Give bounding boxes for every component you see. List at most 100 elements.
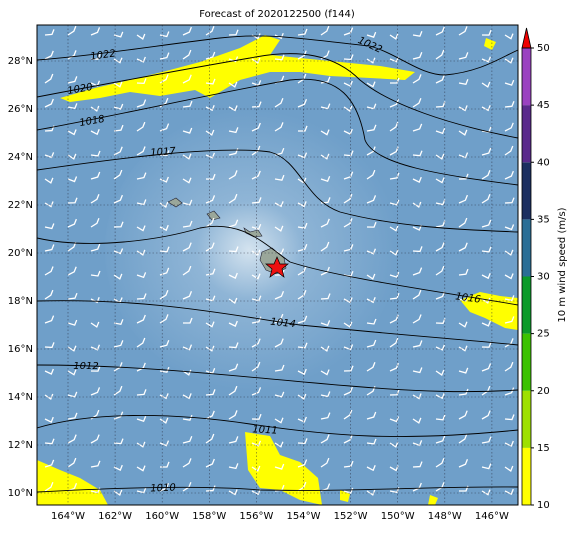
wind-barb — [44, 481, 54, 492]
wind-barb — [274, 201, 284, 208]
wind-barb — [274, 417, 284, 424]
wind-barb — [481, 29, 492, 36]
wind-barb — [412, 52, 423, 60]
colorbar-segment — [522, 105, 531, 163]
wind-barb — [389, 389, 400, 396]
wind-barb — [435, 101, 446, 108]
wind-barb — [67, 412, 78, 420]
wind-barb — [435, 435, 446, 444]
wind-barb — [251, 197, 262, 204]
wind-barb — [389, 249, 399, 256]
wind-barb — [504, 79, 515, 86]
wind-barb — [67, 129, 77, 136]
location-star — [265, 256, 289, 278]
wind-barb — [435, 318, 446, 324]
wind-barb — [136, 415, 147, 423]
isobar-label: 1020 — [67, 82, 94, 97]
wind-barb — [205, 389, 216, 396]
wind-barb — [251, 465, 261, 472]
wind-barb — [320, 241, 330, 252]
wind-barb — [412, 74, 422, 84]
wind-barb — [412, 417, 422, 424]
wind-barb — [182, 49, 192, 60]
wind-barb — [136, 56, 146, 63]
wind-barb — [90, 270, 101, 277]
wind-barb — [366, 31, 377, 38]
wind-barb — [274, 225, 284, 232]
wind-barb — [366, 273, 376, 280]
wind-barb — [343, 365, 354, 372]
wind-barb — [205, 485, 216, 492]
wind-barb — [113, 319, 124, 326]
wind-barb — [90, 53, 101, 60]
wind-barb — [458, 433, 468, 444]
wind-barb — [389, 172, 400, 180]
wind-barb — [481, 56, 492, 63]
wind-barb — [67, 241, 77, 252]
wind-barb — [90, 194, 100, 204]
wind-barb — [67, 266, 77, 276]
lon-label: 150°W — [381, 511, 415, 522]
lon-label: 148°W — [428, 511, 462, 522]
wind-barb — [136, 465, 146, 472]
wind-barb — [205, 321, 215, 328]
lon-label: 156°W — [239, 511, 273, 522]
wind-barb — [113, 411, 124, 420]
wind-barb — [67, 50, 77, 60]
wind-barb — [481, 273, 491, 280]
wind-barb — [44, 289, 54, 300]
lat-label: 24°N — [8, 152, 33, 163]
wind-barb — [113, 489, 123, 496]
wind-barb — [182, 344, 193, 351]
wind-barb — [389, 337, 399, 348]
wind-barb — [481, 363, 492, 372]
wind-barb — [67, 153, 77, 160]
wind-barb — [159, 366, 170, 373]
wind-barb — [44, 73, 54, 84]
wind-barb — [412, 123, 423, 132]
wind-barb — [320, 218, 330, 228]
wind-barb — [297, 315, 308, 324]
wind-barb — [343, 297, 353, 304]
wind-barb — [412, 97, 422, 108]
wind-barb — [412, 367, 423, 374]
wind-barb — [228, 320, 238, 327]
wind-barb — [297, 201, 307, 208]
wind-barb — [182, 414, 193, 421]
wind-barb — [297, 177, 307, 184]
wind-barb — [320, 369, 330, 376]
wind-barb — [67, 76, 78, 84]
colorbar-tick-label: 25 — [537, 329, 550, 340]
wind-barb — [366, 411, 377, 420]
lat-label: 20°N — [8, 248, 33, 259]
wind-barb — [297, 438, 308, 445]
lat-label: 26°N — [8, 104, 33, 115]
wind-barb — [228, 385, 238, 396]
wind-barb — [389, 33, 399, 40]
wind-barb — [366, 221, 377, 228]
wind-barb — [113, 57, 123, 64]
wind-barb — [205, 268, 216, 276]
wind-barb — [228, 105, 238, 112]
wind-barb — [320, 391, 331, 398]
wind-barb — [320, 293, 331, 300]
wind-barb — [504, 387, 515, 396]
wind-barb — [228, 436, 239, 444]
wind-barb — [251, 122, 261, 132]
lat-label: 16°N — [8, 344, 33, 355]
wind-barb — [458, 242, 468, 252]
lon-label: 162°W — [98, 511, 132, 522]
wind-barb — [320, 345, 330, 352]
wind-barb — [504, 414, 515, 421]
wind-barb — [389, 99, 400, 108]
title: Forecast of 2020122500 (f144) — [199, 9, 355, 20]
wind-barb — [481, 410, 491, 420]
wind-barb — [67, 218, 77, 228]
isobar-label: 1012 — [73, 361, 98, 372]
lat-label: 12°N — [8, 440, 33, 451]
wind-barb — [504, 145, 514, 156]
isobar — [37, 225, 518, 306]
wind-barb — [504, 273, 514, 280]
wind-barb — [366, 81, 376, 88]
wind-barb — [182, 199, 193, 206]
